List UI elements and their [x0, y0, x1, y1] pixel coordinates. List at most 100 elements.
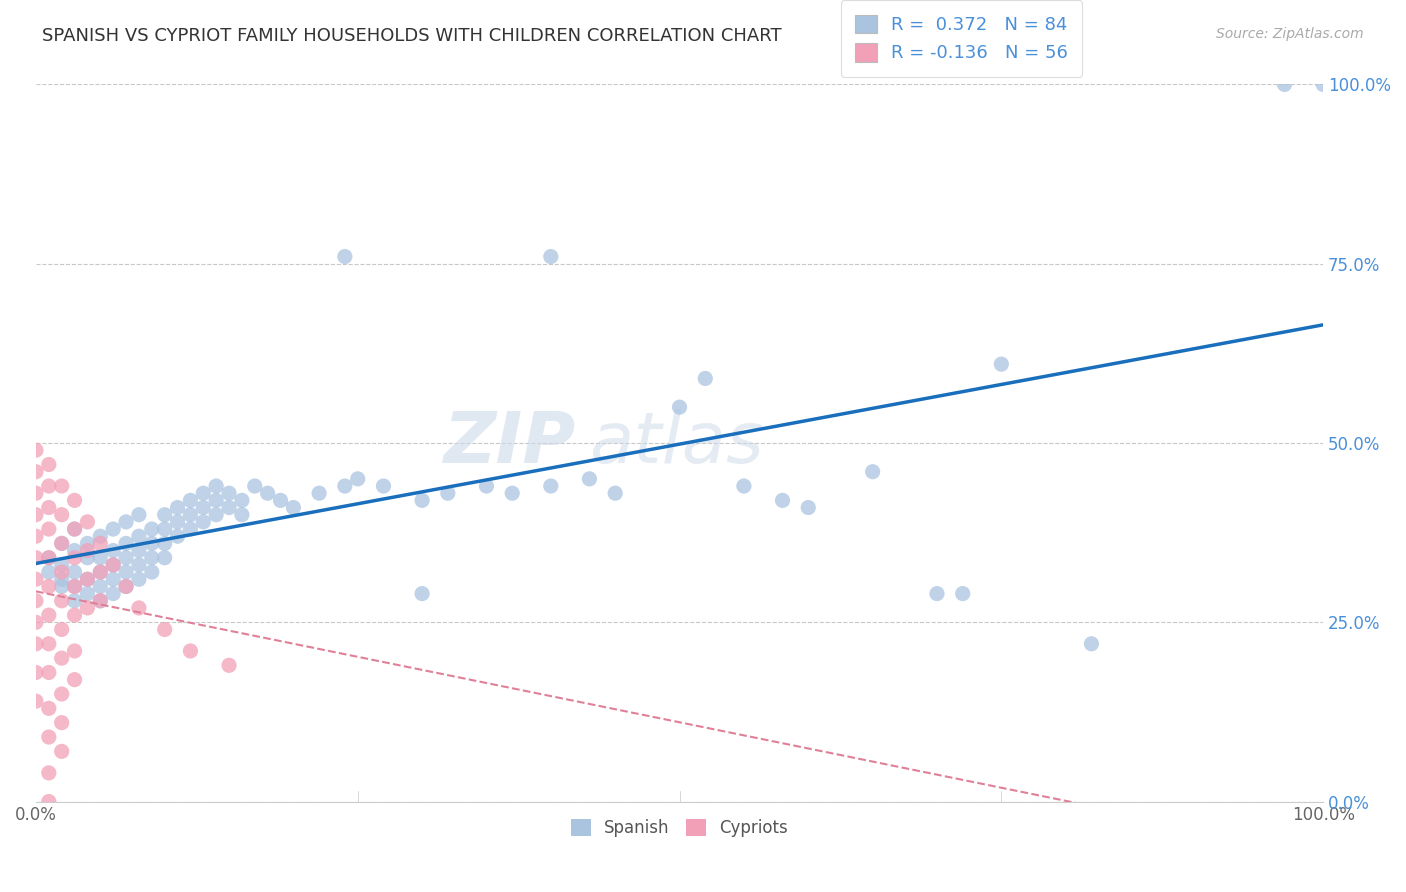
Point — [193, 500, 215, 515]
Point — [772, 493, 794, 508]
Point — [51, 579, 73, 593]
Point — [128, 543, 150, 558]
Point — [540, 250, 562, 264]
Point — [89, 594, 111, 608]
Point — [25, 572, 48, 586]
Point — [218, 658, 240, 673]
Point — [63, 522, 86, 536]
Point — [101, 558, 124, 572]
Point — [63, 579, 86, 593]
Point — [153, 623, 176, 637]
Point — [141, 550, 163, 565]
Point — [101, 572, 124, 586]
Point — [76, 536, 98, 550]
Point — [141, 536, 163, 550]
Point — [1080, 637, 1102, 651]
Text: ZIP: ZIP — [444, 409, 576, 477]
Point — [243, 479, 266, 493]
Point — [63, 543, 86, 558]
Point — [63, 550, 86, 565]
Point — [63, 673, 86, 687]
Point — [25, 443, 48, 458]
Point — [51, 594, 73, 608]
Point — [179, 493, 201, 508]
Point — [25, 508, 48, 522]
Point — [333, 250, 356, 264]
Point — [205, 508, 228, 522]
Point — [63, 565, 86, 579]
Point — [63, 579, 86, 593]
Point — [38, 665, 60, 680]
Point — [115, 579, 138, 593]
Point — [411, 493, 433, 508]
Point — [141, 522, 163, 536]
Point — [51, 536, 73, 550]
Point — [231, 493, 253, 508]
Point — [38, 795, 60, 809]
Point — [128, 601, 150, 615]
Text: SPANISH VS CYPRIOT FAMILY HOUSEHOLDS WITH CHILDREN CORRELATION CHART: SPANISH VS CYPRIOT FAMILY HOUSEHOLDS WIT… — [42, 27, 782, 45]
Text: atlas: atlas — [589, 409, 763, 477]
Point — [346, 472, 368, 486]
Point — [63, 493, 86, 508]
Point — [166, 529, 188, 543]
Point — [115, 550, 138, 565]
Point — [38, 765, 60, 780]
Point — [25, 637, 48, 651]
Point — [179, 522, 201, 536]
Point — [25, 486, 48, 500]
Point — [411, 586, 433, 600]
Point — [38, 479, 60, 493]
Point — [605, 486, 627, 500]
Point — [115, 579, 138, 593]
Point — [38, 701, 60, 715]
Point — [115, 565, 138, 579]
Point — [51, 558, 73, 572]
Point — [51, 651, 73, 665]
Point — [952, 586, 974, 600]
Point — [733, 479, 755, 493]
Point — [51, 565, 73, 579]
Point — [76, 572, 98, 586]
Point — [218, 500, 240, 515]
Point — [101, 522, 124, 536]
Point — [89, 565, 111, 579]
Point — [218, 486, 240, 500]
Point — [76, 543, 98, 558]
Point — [128, 572, 150, 586]
Point — [166, 515, 188, 529]
Point — [38, 458, 60, 472]
Point — [231, 508, 253, 522]
Point — [101, 558, 124, 572]
Point — [153, 536, 176, 550]
Text: Source: ZipAtlas.com: Source: ZipAtlas.com — [1216, 27, 1364, 41]
Point — [38, 522, 60, 536]
Point — [475, 479, 498, 493]
Point — [38, 550, 60, 565]
Point — [25, 594, 48, 608]
Point — [578, 472, 600, 486]
Point — [51, 744, 73, 758]
Point — [89, 536, 111, 550]
Point — [862, 465, 884, 479]
Point — [89, 550, 111, 565]
Point — [1274, 78, 1296, 92]
Point — [63, 594, 86, 608]
Point — [25, 665, 48, 680]
Point — [63, 608, 86, 623]
Point — [38, 637, 60, 651]
Point — [51, 536, 73, 550]
Point — [193, 486, 215, 500]
Point — [51, 479, 73, 493]
Point — [38, 730, 60, 744]
Point — [501, 486, 523, 500]
Point — [925, 586, 948, 600]
Point — [283, 500, 305, 515]
Point — [76, 515, 98, 529]
Point — [205, 493, 228, 508]
Point — [797, 500, 820, 515]
Point — [89, 594, 111, 608]
Point — [38, 500, 60, 515]
Point — [308, 486, 330, 500]
Point — [128, 508, 150, 522]
